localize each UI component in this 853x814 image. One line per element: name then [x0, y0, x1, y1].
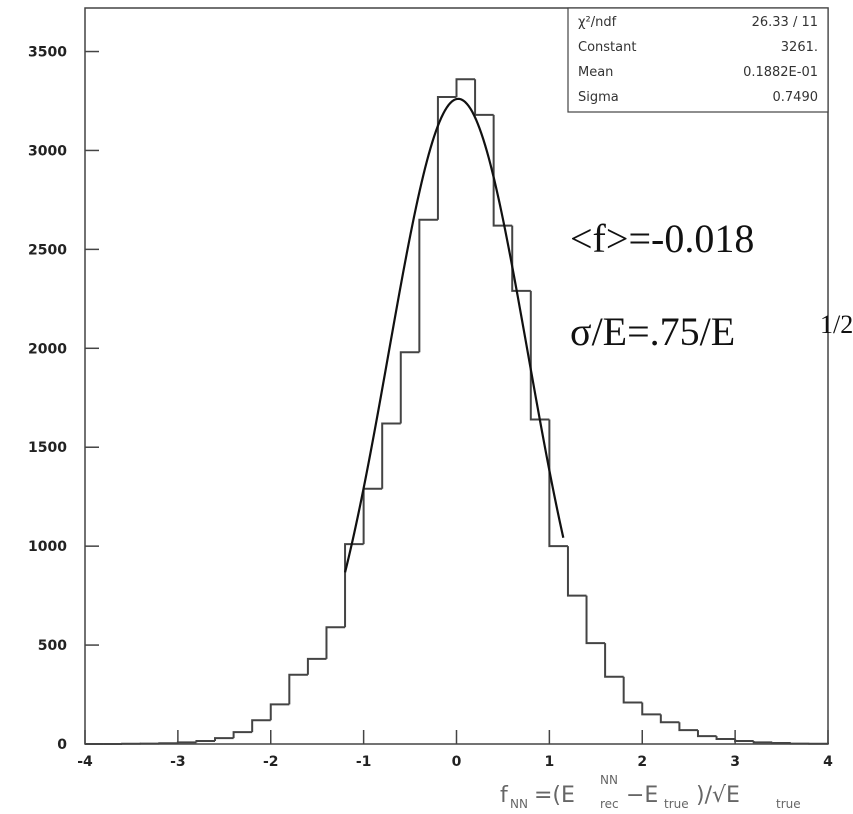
stats-box [567, 7, 829, 113]
histogram-bin [455, 78, 476, 98]
y-tick-label: 1000 [28, 539, 67, 555]
x-label-part: )/√E [696, 783, 740, 808]
annotation: σ/E=.75/E [570, 309, 735, 354]
histogram-bin [362, 487, 383, 545]
histogram-bin [288, 673, 308, 705]
stat-name: Mean [578, 65, 613, 80]
stat-name: Sigma [578, 90, 619, 105]
stat-value: 26.33 / 11 [752, 15, 818, 30]
histogram-bin [176, 741, 197, 744]
x-label-part: −E [626, 783, 658, 808]
y-tick-label: 3500 [28, 45, 67, 61]
histogram-bin [771, 742, 791, 745]
histogram-bin [195, 740, 216, 743]
x-tick-label: -1 [356, 754, 372, 770]
annotation-superscript: 1/2 [820, 310, 853, 339]
stat-name: Constant [578, 40, 636, 55]
histogram-bin [529, 290, 550, 421]
x-tick-label: -2 [263, 754, 279, 770]
histogram-bin [232, 731, 253, 739]
histogram-bin [511, 225, 531, 292]
histogram-bin [381, 422, 401, 489]
x-tick-label: -3 [170, 754, 186, 770]
histogram-bin [306, 657, 327, 675]
x-tick-label: 2 [637, 754, 647, 770]
histogram-bin [604, 643, 624, 678]
histogram-bin [641, 702, 661, 716]
x-label-part: rec [600, 797, 619, 811]
x-label-part: NN [510, 797, 528, 811]
histogram-bin [659, 714, 680, 724]
histogram-bin [418, 218, 438, 353]
x-tick-label: 0 [452, 754, 462, 770]
histogram-bin [548, 419, 568, 548]
histogram-bin [269, 703, 290, 721]
fit-curve [343, 97, 565, 573]
stat-value: 3261. [781, 40, 818, 55]
histogram-bin [789, 742, 810, 745]
histogram-bin [399, 351, 420, 424]
histogram-bin [474, 79, 494, 116]
histogram-bin [734, 739, 754, 743]
y-tick-label: 3000 [28, 143, 67, 159]
histogram-bin [678, 722, 698, 732]
histogram-bin [344, 543, 364, 628]
x-label-part: f [500, 783, 509, 808]
x-label-part: NN [600, 773, 618, 787]
histogram-bin [566, 546, 587, 597]
frame [84, 7, 829, 745]
y-tick-label: 1500 [28, 440, 67, 456]
histogram-bin [585, 595, 606, 645]
annotation: <f>=-0.018 [570, 216, 754, 261]
histogram-bin [251, 719, 271, 733]
histogram-bin [752, 741, 773, 744]
x-tick-label: 4 [823, 754, 833, 770]
stat-name: χ²/ndf [578, 15, 617, 30]
y-tick-label: 2000 [28, 341, 67, 357]
histogram-bin [622, 676, 643, 704]
histogram-bin [325, 626, 346, 659]
stat-value: 0.7490 [773, 90, 819, 105]
x-tick-label: 3 [730, 754, 740, 770]
x-label-part: true [776, 797, 801, 811]
x-tick-label: -4 [77, 754, 93, 770]
x-tick-label: 1 [545, 754, 555, 770]
y-tick-label: 2500 [28, 242, 67, 258]
histogram-bin [715, 736, 736, 741]
stat-value: 0.1882E-01 [743, 65, 818, 80]
y-tick-label: 0 [57, 737, 67, 753]
histogram-bin [436, 96, 457, 220]
histogram-bin [214, 737, 234, 742]
histogram-bin [696, 730, 717, 738]
x-label-part: true [664, 797, 689, 811]
x-axis-label: f NN =(E NN rec −E true )/√E true [500, 773, 801, 811]
y-tick-label: 500 [38, 638, 67, 654]
x-label-part: =(E [534, 783, 575, 808]
histogram-bin [492, 114, 513, 227]
